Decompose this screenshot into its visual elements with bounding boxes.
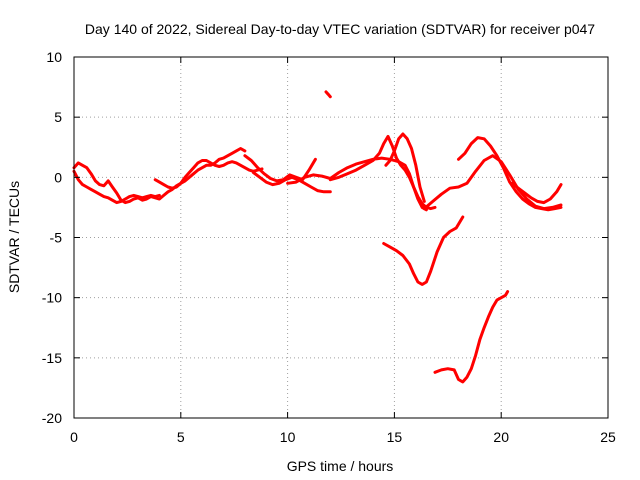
series-arc12 (324, 90, 332, 99)
chart-title: Day 140 of 2022, Sidereal Day-to-day VTE… (85, 21, 595, 37)
y-tick-label: -15 (42, 350, 62, 366)
y-tick-label: -5 (50, 230, 63, 246)
y-tick-label: -10 (42, 290, 62, 306)
axis-ticks: 0 5 10 15 20 25 -20 -15 -10 -5 0 5 10 (42, 49, 616, 445)
y-tick-label: -20 (42, 410, 62, 426)
series-arc5 (251, 171, 332, 194)
series-arc11 (510, 181, 563, 205)
plot-series (72, 90, 563, 384)
x-tick-label: 25 (600, 429, 616, 445)
series-arc13 (382, 215, 465, 286)
x-tick-label: 0 (70, 429, 78, 445)
y-tick-label: 10 (46, 49, 62, 65)
x-tick-label: 20 (493, 429, 509, 445)
x-tick-label: 15 (387, 429, 403, 445)
x-tick-label: 5 (177, 429, 185, 445)
series-arc3 (153, 159, 264, 190)
x-tick-label: 10 (280, 429, 296, 445)
series-arc1 (72, 169, 161, 205)
y-tick-label: 5 (54, 109, 62, 125)
grid (74, 57, 608, 418)
y-axis-label: SDTVAR / TECUs (6, 181, 22, 293)
series-arc2 (72, 147, 247, 205)
y-tick-label: 0 (54, 169, 62, 185)
series-arc8 (384, 132, 426, 203)
series-arc7 (328, 134, 437, 211)
series-arc10 (457, 136, 563, 212)
x-axis-label: GPS time / hours (287, 458, 394, 474)
series-arc14 (433, 290, 510, 384)
